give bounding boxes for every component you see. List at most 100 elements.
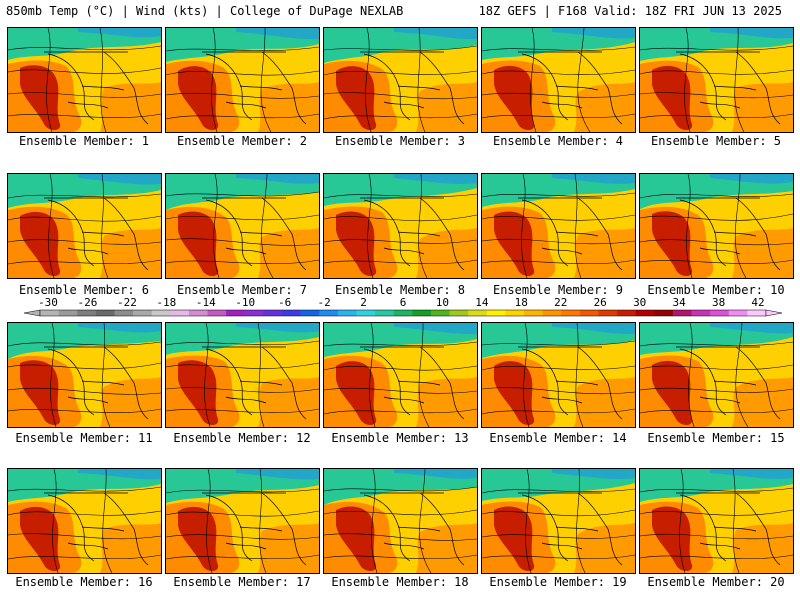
- ensemble-member-map: [639, 173, 794, 279]
- colorbar-swatch: [635, 310, 655, 316]
- ensemble-member-map: [323, 173, 478, 279]
- ensemble-member-caption: Ensemble Member: 13: [331, 431, 469, 445]
- colorbar-swatch: [95, 310, 115, 316]
- colorbar-swatch: [617, 310, 636, 316]
- colorbar-label: -30: [38, 296, 58, 309]
- colorbar-swatch: [505, 310, 525, 316]
- ensemble-member-map: [165, 468, 320, 574]
- colorbar-swatch: [133, 310, 152, 316]
- colorbar-swatch: [747, 310, 767, 316]
- colorbar-swatch: [691, 310, 711, 316]
- ensemble-member-map: [7, 468, 162, 574]
- ensemble-member-map: [165, 27, 320, 133]
- colorbar-swatch: [654, 310, 674, 316]
- colorbar-label: -6: [278, 296, 291, 309]
- colorbar-swatch: [356, 310, 376, 316]
- ensemble-member-caption: Ensemble Member: 1: [18, 134, 150, 148]
- ensemble-member-caption: Ensemble Member: 2: [176, 134, 308, 148]
- colorbar-swatch: [375, 310, 394, 316]
- colorbar-label: 30: [633, 296, 646, 309]
- colorbar-swatch: [337, 310, 357, 316]
- colorbar-label: 22: [554, 296, 567, 309]
- ensemble-member-map: [7, 173, 162, 279]
- ensemble-member-map: [639, 322, 794, 428]
- temperature-colorbar: -30 -26 -22 -18 -14 -10 -6 -2 2 6 10 14 18 22 26 30 34 38…: [23, 296, 783, 317]
- colorbar-label: 6: [400, 296, 407, 309]
- colorbar-swatch: [598, 310, 618, 316]
- colorbar-swatch: [244, 310, 264, 316]
- colorbar-swatch: [319, 310, 339, 316]
- colorbar-swatch: [486, 310, 506, 316]
- colorbar-label: -18: [156, 296, 176, 309]
- colorbar-label: 2: [360, 296, 367, 309]
- colorbar-swatch: [468, 310, 488, 316]
- colorbar-swatch: [710, 310, 730, 316]
- colorbar-swatch: [77, 310, 97, 316]
- colorbar-swatch: [282, 310, 301, 316]
- colorbar-swatch: [393, 310, 413, 316]
- colorbar-label: 26: [594, 296, 607, 309]
- colorbar-label: 14: [475, 296, 489, 309]
- ensemble-member-caption: Ensemble Member: 17: [173, 575, 311, 589]
- colorbar-swatch: [430, 310, 450, 316]
- ensemble-member-map: [7, 322, 162, 428]
- ensemble-member-caption: Ensemble Member: 4: [492, 134, 624, 148]
- colorbar-swatch: [263, 310, 283, 316]
- ensemble-member-caption: Ensemble Member: 19: [489, 575, 627, 589]
- colorbar-swatch: [300, 310, 320, 316]
- ensemble-member-caption: Ensemble Member: 14: [489, 431, 627, 445]
- colorbar-swatch: [207, 310, 227, 316]
- colorbar-label: 38: [712, 296, 725, 309]
- ensemble-member-map: [165, 322, 320, 428]
- ensemble-member-map: [323, 468, 478, 574]
- colorbar-swatch: [40, 310, 59, 316]
- colorbar-swatch: [449, 310, 469, 316]
- ensemble-member-caption: Ensemble Member: 18: [331, 575, 469, 589]
- colorbar-swatch: [114, 310, 134, 316]
- ensemble-member-map: [323, 322, 478, 428]
- ensemble-member-map: [481, 322, 636, 428]
- colorbar-label: 42: [751, 296, 764, 309]
- ensemble-member-map: [323, 27, 478, 133]
- ensemble-member-caption: Ensemble Member: 20: [647, 575, 785, 589]
- ensemble-member-caption: Ensemble Member: 9: [492, 283, 624, 297]
- colorbar-label: -14: [196, 296, 216, 309]
- ensemble-member-map: [481, 173, 636, 279]
- colorbar-label: -2: [317, 296, 330, 309]
- colorbar-left-arrow: [23, 309, 41, 317]
- ensemble-member-caption: Ensemble Member: 11: [15, 431, 153, 445]
- colorbar-label: 10: [436, 296, 449, 309]
- colorbar-swatch: [58, 310, 78, 316]
- colorbar-label: 34: [672, 296, 686, 309]
- colorbar-label: 18: [515, 296, 528, 309]
- ensemble-member-map: [165, 173, 320, 279]
- colorbar-swatch: [188, 310, 208, 316]
- ensemble-member-caption: Ensemble Member: 5: [650, 134, 782, 148]
- colorbar-swatch: [524, 310, 543, 316]
- colorbar-swatch: [728, 310, 748, 316]
- ensemble-member-caption: Ensemble Member: 15: [647, 431, 785, 445]
- colorbar-label: -22: [117, 296, 137, 309]
- colorbar-swatch: [542, 310, 562, 316]
- run-valid-time: 18Z GEFS | F168 Valid: 18Z FRI JUN 13 20…: [478, 4, 782, 18]
- colorbar-swatch: [170, 310, 190, 316]
- ensemble-member-caption: Ensemble Member: 10: [647, 283, 785, 297]
- colorbar-label: -10: [235, 296, 255, 309]
- ensemble-member-map: [481, 27, 636, 133]
- ensemble-member-caption: Ensemble Member: 3: [334, 134, 466, 148]
- ensemble-member-caption: Ensemble Member: 7: [176, 283, 308, 297]
- ensemble-member-map: [7, 27, 162, 133]
- colorbar-label: -26: [77, 296, 97, 309]
- ensemble-member-map: [481, 468, 636, 574]
- ensemble-member-map: [639, 468, 794, 574]
- ensemble-member-caption: Ensemble Member: 12: [173, 431, 311, 445]
- colorbar-swatch: [226, 310, 246, 316]
- colorbar-swatch: [151, 310, 171, 316]
- map-title: 850mb Temp (°C) | Wind (kts) | College o…: [6, 4, 404, 18]
- ensemble-member-caption: Ensemble Member: 16: [15, 575, 153, 589]
- colorbar-swatch: [412, 310, 432, 316]
- ensemble-member-caption: Ensemble Member: 8: [334, 283, 466, 297]
- colorbar-swatch: [672, 310, 692, 316]
- colorbar-right-arrow: [765, 309, 783, 317]
- colorbar-swatch: [561, 310, 581, 316]
